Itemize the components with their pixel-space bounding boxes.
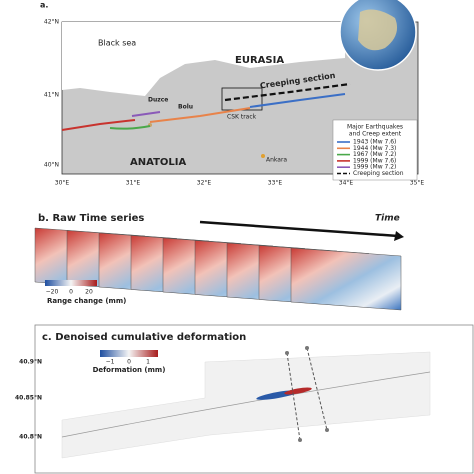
colorbar-tick: −20 [46,289,59,296]
ankara-marker [261,154,265,158]
colorbar-label: Deformation (mm) [93,366,166,374]
legend-title: and Creep extent [349,131,402,138]
fault [61,119,136,131]
legend-title: Major Earthquakes [347,124,403,131]
frames [34,227,402,311]
panel-title: c. Denoised cumulative deformation [42,332,246,343]
place: Ankara [266,157,287,164]
legend-label: 1999 (Mw 7.6) [353,157,396,164]
fault [131,111,161,117]
place: Bolu [178,104,193,111]
fault [249,93,346,108]
fault [109,125,151,130]
profile-line [306,347,328,431]
lat-label: 40.9°N [19,359,42,366]
colorbar [100,350,158,357]
legend-label: 1999 (Mw 7.2) [353,164,396,171]
lat-label: 40°N [44,162,59,169]
colorbar-tick: 0 [69,289,73,296]
colorbar-label: Range change (mm) [47,297,126,305]
arrow-label: Time [375,214,400,224]
sea [62,22,345,96]
legend-label: 1944 (Mw 7.3) [353,145,396,152]
colorbar-tick: −1 [106,359,115,366]
legend [332,119,418,181]
place: EURASIA [235,55,284,66]
fault-trace [61,371,431,438]
colorbar-tick: 0 [127,359,131,366]
frame [290,247,402,311]
deformation-map [61,351,431,459]
lon-label: 34°E [339,180,354,187]
place: Black sea [98,39,136,48]
red-lobe [284,387,312,395]
profile-end [298,438,302,442]
colorbar-tick: 1 [146,359,150,366]
legend-entries: 1943 (Mw 7.6)1944 (Mw 7.3)1967 (Mw 7.2)1… [337,139,404,177]
panel-title: b. Raw Time series [38,213,144,224]
fault [149,107,251,123]
panel-label: a. [40,1,48,10]
track-label: CSK track [227,114,257,121]
fault [224,82,351,102]
faults [61,82,351,131]
legend-label: 1967 (Mw 7.2) [353,151,396,158]
profile-end [285,351,289,355]
lon-label: 32°E [197,180,212,187]
lon-labels: 30°E 31°E 32°E 33°E 34°E 35°E [55,180,425,187]
time-arrow [199,220,399,238]
legend-label: 1943 (Mw 7.6) [353,139,396,146]
lon-label: 33°E [268,180,283,187]
lon-label: 31°E [126,180,141,187]
legend-label: Creeping section [353,170,404,177]
globe-land [358,9,398,51]
profile-end [325,428,329,432]
lat-label: 40.85°N [15,395,42,402]
lon-label: 35°E [410,180,425,187]
lat-label: 40.8°N [19,434,42,441]
place: ANATOLIA [130,157,186,168]
profile-end [305,346,309,350]
lon-label: 30°E [55,180,70,187]
lat-label: 41°N [44,92,59,99]
lat-label: 42°N [44,19,59,26]
colorbar [45,280,97,286]
colorbar-tick: 20 [85,289,93,296]
place: Duzce [148,97,168,104]
arrow-head [394,231,404,241]
